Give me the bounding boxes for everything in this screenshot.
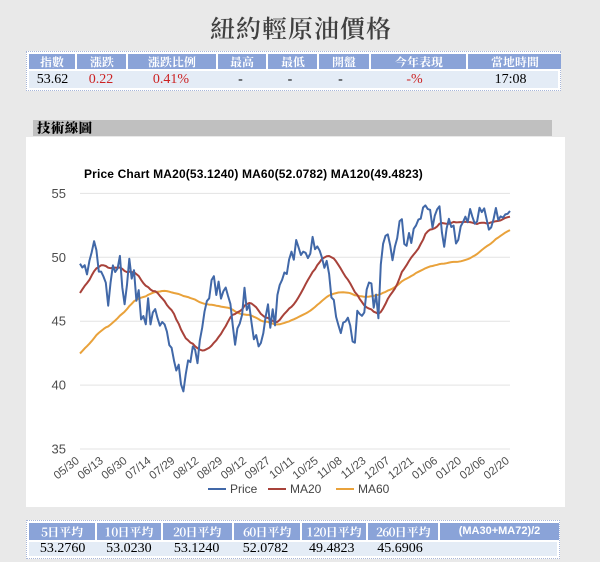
svg-text:55: 55: [52, 186, 66, 201]
svg-text:11/23: 11/23: [339, 455, 368, 482]
svg-text:09/27: 09/27: [243, 455, 273, 482]
svg-text:09/12: 09/12: [219, 455, 249, 482]
svg-text:08/29: 08/29: [195, 455, 225, 482]
svg-text:08/12: 08/12: [171, 455, 201, 482]
svg-text:11/08: 11/08: [315, 455, 344, 482]
svg-text:12/21: 12/21: [386, 455, 416, 482]
svg-text:Price: Price: [230, 482, 258, 496]
svg-text:02/06: 02/06: [458, 455, 488, 482]
svg-text:Price Chart MA20(53.1240) MA60: Price Chart MA20(53.1240) MA60(52.0782) …: [84, 167, 423, 181]
svg-text:01/20: 01/20: [434, 455, 464, 482]
svg-text:45: 45: [52, 314, 66, 329]
svg-text:05/30: 05/30: [52, 455, 82, 482]
svg-text:01/06: 01/06: [410, 455, 440, 482]
svg-text:40: 40: [52, 378, 66, 393]
svg-text:50: 50: [52, 250, 66, 265]
svg-text:12/07: 12/07: [362, 455, 392, 482]
svg-text:02/20: 02/20: [482, 455, 512, 482]
svg-text:MA60: MA60: [358, 482, 390, 496]
svg-text:07/14: 07/14: [123, 455, 154, 483]
svg-text:35: 35: [52, 442, 66, 457]
svg-text:06/30: 06/30: [100, 455, 130, 482]
svg-text:07/29: 07/29: [147, 455, 177, 482]
svg-text:06/13: 06/13: [76, 455, 106, 482]
svg-text:MA20: MA20: [290, 482, 322, 496]
svg-text:10/25: 10/25: [291, 455, 321, 482]
svg-text:10/11: 10/11: [267, 455, 296, 482]
